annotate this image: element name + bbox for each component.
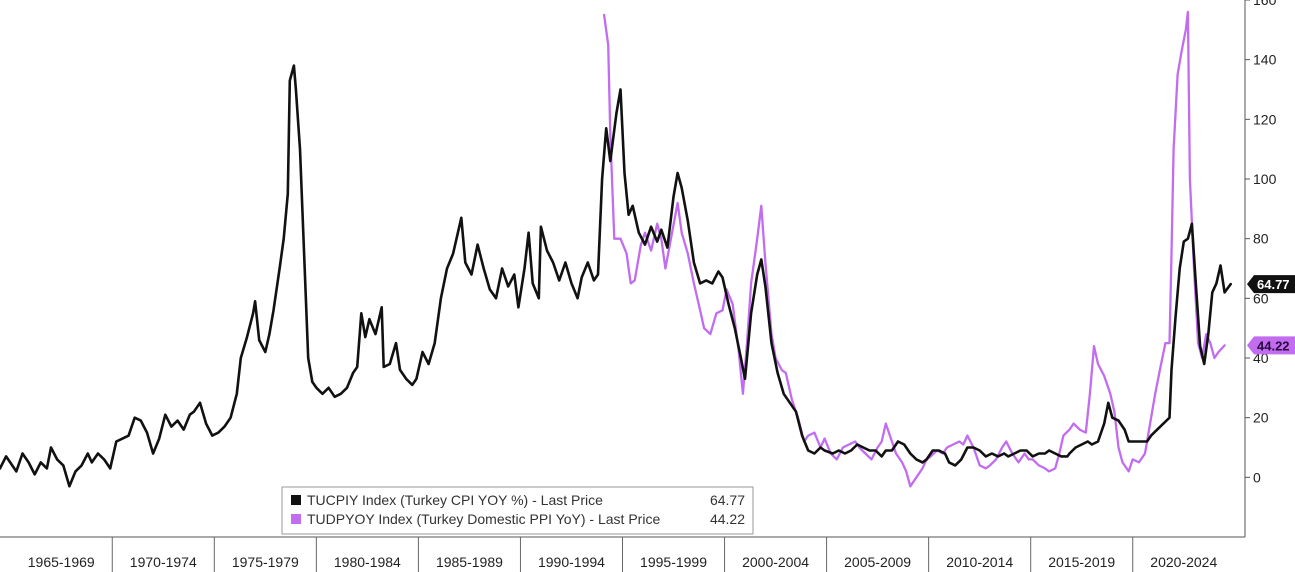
x-tick-label: 1980-1984: [334, 554, 401, 570]
legend-box: [281, 486, 754, 535]
y-tick-label: 100: [1253, 171, 1277, 187]
x-tick-label: 1975-1979: [232, 554, 299, 570]
x-tick-label: 1995-1999: [640, 554, 707, 570]
last-value-tag-ppi: [1247, 336, 1295, 355]
x-tick-label: 2005-2009: [844, 554, 911, 570]
legend-label-ppi: TUDPYOY Index (Turkey Domestic PPI YoY) …: [307, 511, 660, 527]
x-tick-label: 1990-1994: [538, 554, 605, 570]
y-tick-label: 140: [1253, 52, 1277, 68]
x-tick-label: 2010-2014: [946, 554, 1013, 570]
x-tick-label: 2000-2004: [742, 554, 809, 570]
legend-label-cpi: TUCPIY Index (Turkey CPI YOY %) - Last P…: [307, 492, 603, 508]
y-tick-label: 160: [1253, 0, 1277, 8]
y-tick-label: 60: [1253, 290, 1269, 306]
last-value-tags: 64.77 44.22: [1247, 275, 1295, 355]
y-tick-label: 120: [1253, 111, 1277, 127]
y-tick-label: 80: [1253, 231, 1269, 247]
x-tick-label: 1970-1974: [130, 554, 197, 570]
x-tick-label: 2015-2019: [1048, 554, 1115, 570]
legend: TUCPIY Index (Turkey CPI YOY %) - Last P…: [281, 486, 754, 535]
series-lines: [0, 10, 1232, 488]
last-value-label-ppi: 44.22: [1257, 338, 1290, 353]
x-axis: 1965-1969 1970-1974 1975-1979 1980-1984 1985…: [28, 537, 1217, 572]
legend-swatch-ppi: [291, 514, 301, 524]
legend-value-ppi: 44.22: [710, 511, 745, 527]
y-tick-label: 20: [1253, 410, 1269, 426]
last-value-tag-cpi: [1247, 275, 1295, 294]
last-value-label-cpi: 64.77: [1257, 277, 1290, 292]
series-line-cpi: [0, 64, 1232, 488]
x-tick-label: 2020-2024: [1150, 554, 1217, 570]
x-tick-label: 1965-1969: [28, 554, 95, 570]
x-tick-label: 1985-1989: [436, 554, 503, 570]
y-tick-label: 0: [1253, 469, 1261, 485]
legend-swatch-cpi: [291, 495, 301, 505]
legend-value-cpi: 64.77: [710, 492, 745, 508]
